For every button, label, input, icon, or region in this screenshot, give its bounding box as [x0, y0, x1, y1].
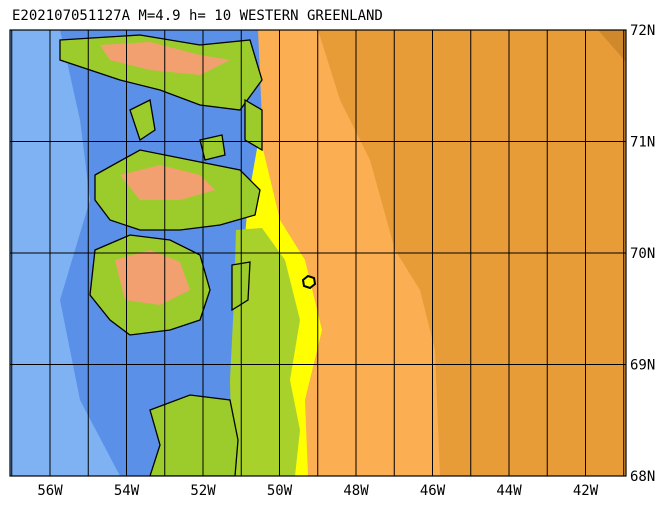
latitude-label: 71N [630, 135, 655, 151]
longitude-label: 42W [573, 483, 599, 499]
epicenter-marker [301, 274, 317, 290]
longitude-label: 56W [37, 483, 63, 499]
longitude-label: 50W [267, 483, 293, 499]
map-title: E202107051127A M=4.9 h= 10 WESTERN GREEN… [12, 8, 383, 24]
nuussuaq-highland [120, 165, 215, 200]
longitude-label: 44W [496, 483, 522, 499]
southern-land [149, 394, 239, 476]
island [199, 134, 226, 161]
longitude-label: 52W [190, 483, 216, 499]
latitude-label: 69N [630, 358, 655, 374]
latitude-label: 70N [630, 246, 655, 262]
longitude-label: 46W [420, 483, 446, 499]
map-frame [9, 29, 627, 477]
island [129, 99, 156, 142]
disko-highland [115, 250, 190, 305]
longitude-label: 48W [343, 483, 369, 499]
highest-elevation [598, 30, 626, 62]
longitude-label: 54W [114, 483, 140, 499]
coast-land [244, 98, 263, 152]
latitude-label: 68N [630, 469, 655, 485]
latitude-label: 72N [630, 23, 655, 39]
graticule [10, 30, 626, 476]
